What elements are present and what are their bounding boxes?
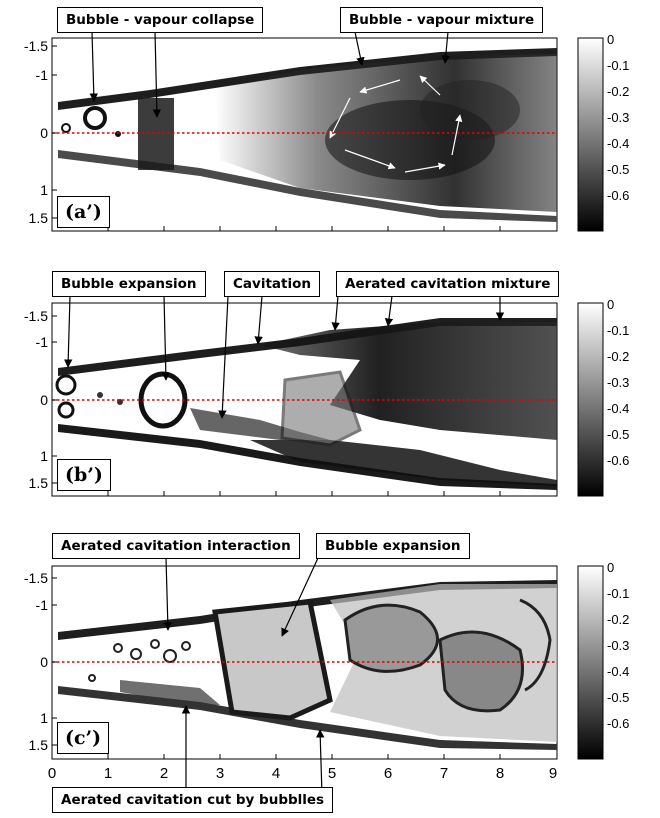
label-aerated-cavitation-interaction: Aerated cavitation interaction — [52, 533, 300, 559]
label-bubble-expansion-c: Bubble expansion — [316, 533, 470, 559]
colorbar-tick: -0.2 — [607, 84, 629, 99]
y-tick: -1 — [36, 67, 49, 83]
label-bubble-expansion: Bubble expansion — [52, 271, 206, 297]
colorbar-tick: -0.4 — [607, 136, 629, 151]
panel-b-bubble-region — [280, 370, 362, 447]
panel-a-swirl-arrows — [329, 75, 463, 173]
panel-a: -1.5 -1 0 1 1.5 0 -0.1 -0.2 -0.3 -0.4 -0… — [24, 31, 629, 232]
y-tick: 0 — [40, 392, 48, 408]
panel-c-colorbar — [577, 565, 604, 760]
colorbar-tick: -0.5 — [607, 162, 629, 177]
x-tick: 2 — [160, 765, 168, 782]
panel-a-collapse-region — [138, 98, 174, 170]
colorbar-tick: -0.5 — [607, 690, 629, 705]
y-tick: 1 — [40, 710, 48, 726]
colorbar-tick: -0.6 — [607, 716, 629, 731]
panel-c-tag: (c’) — [57, 722, 110, 754]
colorbar-tick: -0.6 — [607, 188, 629, 203]
panel-c-bubble-region — [212, 599, 333, 721]
colorbar-tick: -0.3 — [607, 638, 629, 653]
panel-a-tag: (a’) — [57, 196, 110, 228]
colorbar-tick: -0.1 — [607, 586, 629, 601]
colorbar-tick: -0.1 — [607, 58, 629, 73]
y-tick: 1.5 — [29, 210, 49, 226]
label-bubble-vapour-collapse: Bubble - vapour collapse — [57, 7, 264, 33]
label-aerated-cavitation-mixture: Aerated cavitation mixture — [336, 271, 560, 297]
label-cavitation: Cavitation — [224, 271, 320, 297]
colorbar-tick: -0.3 — [607, 110, 629, 125]
y-tick: -1.5 — [24, 38, 48, 54]
panel-b-colorbar — [577, 302, 604, 497]
y-tick: 1.5 — [29, 737, 49, 753]
y-tick: 0 — [40, 125, 48, 141]
colorbar-tick: -0.1 — [607, 323, 629, 338]
colorbar-tick: 0 — [607, 297, 614, 312]
y-tick: 1 — [40, 448, 48, 464]
colorbar-tick: 0 — [607, 560, 614, 575]
panel-b-tag: (b’) — [57, 459, 111, 491]
colorbar-tick: -0.4 — [607, 401, 629, 416]
colorbar-tick: -0.3 — [607, 375, 629, 390]
y-tick: 1.5 — [29, 475, 49, 491]
panel-a-bubble — [83, 106, 107, 130]
panel-b-aerated-mixture — [260, 322, 557, 440]
x-tick: 5 — [328, 765, 336, 782]
x-tick: 4 — [272, 765, 280, 782]
x-tick: 0 — [48, 765, 56, 782]
x-tick: 9 — [549, 765, 557, 782]
label-aerated-cavitation-cut: Aerated cavitation cut by bubblles — [52, 787, 334, 813]
colorbar-tick: -0.2 — [607, 349, 629, 364]
panel-c-upper-wall — [58, 580, 557, 640]
label-bubble-vapour-mixture: Bubble - vapour mixture — [340, 7, 544, 33]
panel-b: -1.5 -1 0 1 1.5 0 -0.1 -0.2 -0.3 -0.4 -0… — [24, 295, 629, 497]
colorbar-tick: -0.2 — [607, 612, 629, 627]
y-tick: -1 — [36, 597, 49, 613]
x-tick: 3 — [216, 765, 224, 782]
y-tick: -1.5 — [24, 570, 48, 586]
x-tick: 8 — [496, 765, 504, 782]
colorbar-tick: -0.4 — [607, 664, 629, 679]
x-tick: 1 — [104, 765, 112, 782]
y-tick: -1.5 — [24, 308, 48, 324]
y-tick: 1 — [40, 182, 48, 198]
x-tick: 6 — [384, 765, 392, 782]
panel-a-upper-wall — [58, 48, 557, 110]
panel-a-lower-wall — [58, 150, 557, 222]
y-tick: -1 — [36, 334, 49, 350]
panel-a-colorbar — [577, 37, 604, 232]
colorbar-tick: -0.6 — [607, 453, 629, 468]
colorbar-tick: 0 — [607, 32, 614, 47]
panel-c: -1.5 -1 0 1 1.5 0 1 2 3 4 5 6 7 8 9 — [24, 557, 629, 796]
x-tick: 7 — [440, 765, 448, 782]
panel-b-lower-wall — [58, 424, 557, 490]
y-tick: 0 — [40, 654, 48, 670]
colorbar-tick: -0.5 — [607, 427, 629, 442]
